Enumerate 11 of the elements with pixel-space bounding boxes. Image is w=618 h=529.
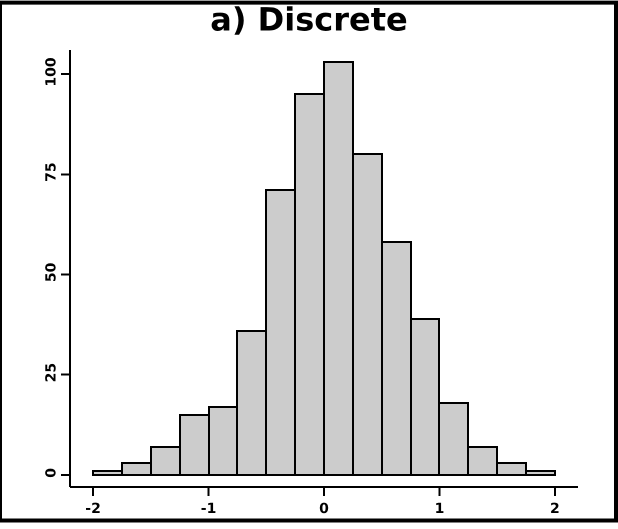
y-tick-label: 75 bbox=[43, 162, 60, 182]
y-tick-label: 50 bbox=[43, 262, 60, 282]
y-tick-label: 100 bbox=[43, 57, 60, 87]
y-tick-label: 25 bbox=[43, 362, 60, 382]
y-tick-label: 0 bbox=[43, 468, 60, 478]
x-tick-label: 2 bbox=[550, 500, 560, 517]
x-tick-label: 1 bbox=[434, 500, 444, 517]
x-tick-label: -2 bbox=[85, 500, 101, 517]
x-tick-label: -1 bbox=[200, 500, 216, 517]
chart-title: a) Discrete bbox=[210, 0, 408, 38]
x-tick-label: 0 bbox=[319, 500, 330, 517]
